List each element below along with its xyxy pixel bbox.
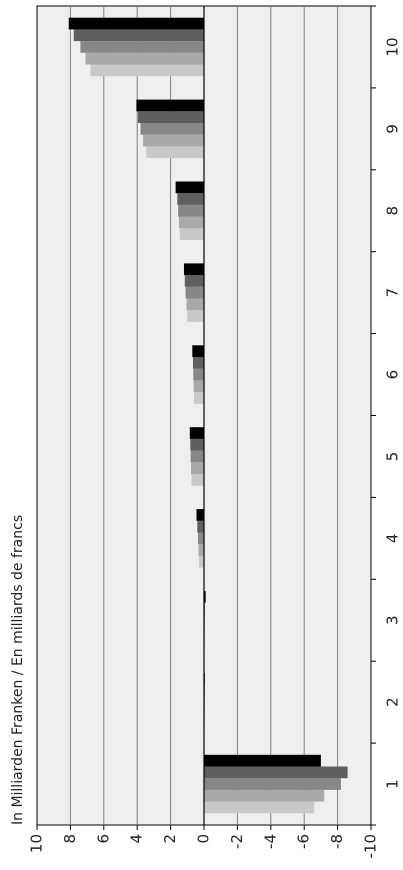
bar [204, 754, 321, 767]
category-tick-label: 5 [384, 452, 402, 462]
category-tick-label: 6 [384, 370, 402, 380]
value-tick-label: 4 [128, 834, 146, 844]
category-tick-label: 4 [384, 534, 402, 544]
value-tick-label: -8 [328, 834, 346, 849]
value-tick-label: -2 [228, 834, 246, 849]
value-tick-label: -4 [261, 834, 279, 849]
bar [136, 99, 204, 112]
bar [193, 380, 204, 393]
category-tick-label: 1 [384, 779, 402, 789]
axis-title: In Milliarden Franken / En milliards de … [10, 515, 26, 825]
category-tick-label: 7 [384, 288, 402, 298]
category-tick-label: 8 [384, 206, 402, 216]
bar [185, 286, 204, 299]
category-tick-label: 9 [384, 124, 402, 134]
bar [192, 357, 204, 369]
bar [196, 509, 204, 521]
gridlines [69, 6, 339, 825]
value-tick-label: 0 [195, 834, 213, 844]
bar [191, 474, 204, 486]
value-tick-label: 10 [28, 834, 46, 853]
bar [178, 216, 204, 229]
bar [183, 263, 204, 276]
bar [189, 427, 204, 439]
bar [204, 801, 315, 814]
bar [193, 392, 204, 404]
bar [204, 778, 341, 790]
bar [190, 450, 204, 463]
bar [198, 544, 204, 556]
bar [184, 275, 204, 287]
bar [186, 298, 204, 311]
bar [193, 368, 204, 381]
category-tick-label: 10 [384, 37, 402, 56]
bar [187, 310, 204, 322]
bar [197, 520, 204, 533]
bar [175, 181, 204, 194]
bars [68, 17, 348, 814]
bar [204, 789, 325, 802]
bar [146, 146, 204, 159]
bar [73, 29, 205, 42]
value-tick-label: 8 [61, 834, 79, 844]
value-tick-label: 2 [161, 834, 179, 844]
bar [140, 123, 204, 135]
bar [190, 462, 204, 474]
category-tick-label: 3 [384, 615, 402, 625]
bar [138, 111, 204, 123]
bar [90, 64, 204, 77]
bar [204, 766, 348, 779]
bar [178, 204, 204, 217]
value-tick-label: -6 [295, 834, 313, 849]
bar [204, 591, 206, 603]
category-tick-label: 2 [384, 697, 402, 707]
bar [192, 345, 204, 357]
bar [179, 228, 204, 240]
value-tick-labels: 10 8 6 4 2 0 -2 -4 -6 -8 -10 [28, 825, 380, 859]
bar [85, 52, 204, 65]
value-tick-label: 6 [94, 834, 112, 844]
bar [197, 532, 204, 545]
bar [198, 555, 204, 568]
category-tick-labels: 1 2 3 4 5 6 7 8 9 10 [371, 5, 402, 826]
bar [190, 438, 204, 451]
bar [68, 17, 204, 30]
bar [177, 193, 204, 205]
bar [143, 134, 204, 147]
bar [80, 41, 204, 53]
value-tick-label: -10 [362, 834, 380, 859]
